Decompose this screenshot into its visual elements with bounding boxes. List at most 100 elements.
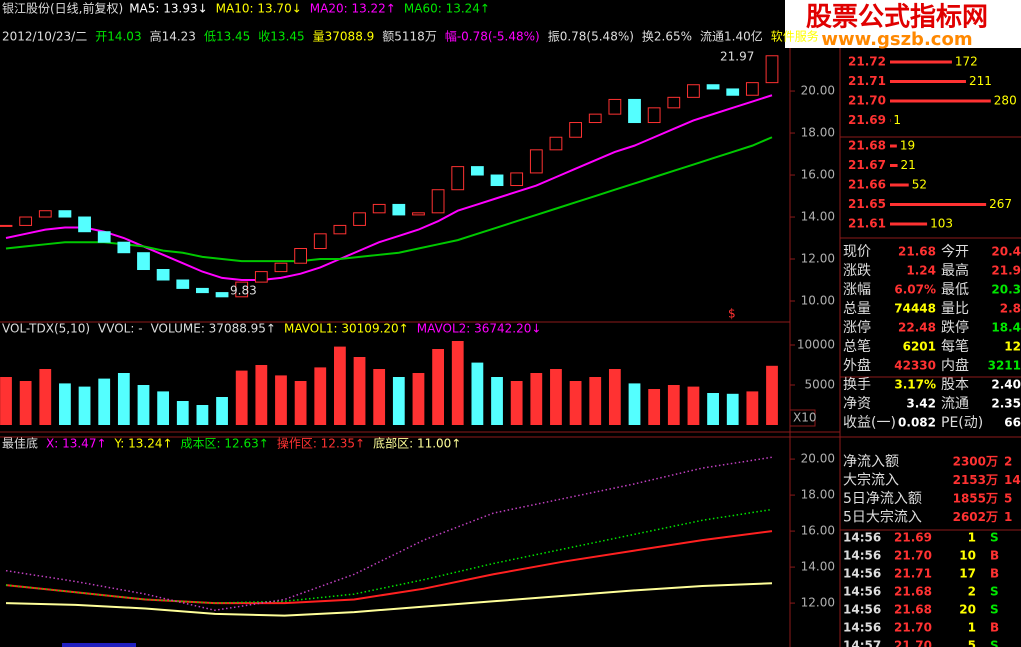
book-volume: 211 [969, 74, 992, 88]
volume-bar [530, 373, 543, 425]
quote-value: 21.68 [898, 245, 936, 259]
header-item: 低13.45 [204, 30, 250, 44]
quote-label: 换手 [843, 376, 871, 393]
header-item: 最佳底 [2, 436, 38, 451]
quote-value: 0.082 [898, 416, 936, 430]
candle [392, 203, 406, 216]
quote-value: 66 [1004, 416, 1021, 430]
volume-bar [707, 393, 719, 425]
quote-label: 涨幅 [843, 282, 871, 298]
quote-label: 外盘 [843, 357, 871, 374]
quote-value: 2.8 [1000, 302, 1021, 316]
volume-bar [216, 397, 228, 425]
header-item: VVOL: - [98, 322, 143, 336]
header-item: 开14.03 [95, 30, 141, 44]
tick-time: 14:56 [843, 621, 881, 635]
candle [294, 248, 308, 264]
book-volume: 103 [930, 217, 953, 231]
tick-price: 21.69 [894, 531, 932, 545]
quote-value: 20.4 [991, 245, 1021, 259]
book-volume: 267 [989, 197, 1012, 211]
quote-label: PE(动) [941, 415, 983, 431]
tick-time: 14:56 [843, 603, 881, 617]
candle [667, 96, 681, 109]
book-price: 21.69 [848, 113, 886, 127]
header-item: 底部区: 11.00↑ [373, 436, 461, 451]
volume-bar [589, 377, 602, 425]
volume-bar [491, 377, 503, 425]
header-item: 量37088.9 [313, 30, 375, 44]
volume-bar [275, 375, 287, 425]
y-tick-label: 18.00 [801, 126, 835, 140]
quote-label: 涨跌 [843, 263, 871, 279]
volume-bar [353, 357, 366, 425]
tick-price: 21.68 [894, 603, 932, 617]
header-item: 幅-0.78(-5.48%) [445, 29, 540, 44]
flow-label: 大宗流入 [843, 473, 899, 489]
stock-title: 银江股份(日线,前复权) [2, 1, 123, 16]
tick-price: 21.70 [894, 621, 932, 635]
flow-extra: 1 [1004, 510, 1012, 524]
candle [274, 262, 288, 273]
book-bar [890, 164, 898, 167]
quote-value: 22.48 [898, 321, 936, 335]
quote-label: 最高 [941, 262, 969, 279]
candle [353, 212, 366, 226]
book-price: 21.61 [848, 217, 886, 231]
quote-value: 6201 [903, 340, 936, 354]
watermark-box [785, 0, 1021, 48]
candle [510, 172, 524, 187]
tick-side: B [990, 549, 999, 563]
volume-bar [196, 405, 209, 425]
quote-label: 总笔 [843, 339, 871, 355]
tick-volume: 2 [968, 585, 976, 599]
tick-side: S [990, 531, 999, 545]
volume-bar [766, 365, 778, 425]
header-item: MAVOL2: 36742.20↓ [417, 322, 542, 336]
tick-side: S [990, 639, 999, 647]
tick-volume: 10 [959, 549, 976, 563]
candle [38, 210, 52, 218]
quote-value: 2.35 [991, 397, 1021, 411]
quote-label: 股本 [941, 377, 969, 393]
quote-value: 74448 [894, 302, 936, 316]
quote-label: 总量 [843, 301, 871, 317]
book-bar [890, 183, 909, 187]
watermark-title: 股票公式指标网 [806, 3, 988, 33]
flow-extra: 2 [1004, 455, 1012, 469]
book-volume: 280 [994, 94, 1017, 108]
volume-bar [687, 386, 700, 425]
tick-side: B [990, 621, 999, 635]
book-volume: 52 [912, 178, 927, 192]
volume-bar [550, 369, 562, 425]
tick-time: 14:56 [843, 567, 881, 581]
book-price: 21.66 [848, 178, 886, 192]
candle [215, 292, 229, 298]
candle [569, 122, 582, 138]
candle [431, 189, 445, 214]
quote-value: 21.9 [991, 264, 1021, 278]
quote-label: 现价 [843, 244, 871, 260]
quote-value: 12 [1004, 340, 1021, 354]
book-price: 21.67 [848, 158, 886, 172]
candle [196, 287, 209, 294]
indicator-line [5, 582, 773, 617]
candle [647, 107, 661, 124]
candle [628, 98, 641, 124]
scale-label: X10 [793, 411, 817, 425]
tick-side: S [990, 603, 999, 617]
tick-price: 21.70 [894, 639, 932, 647]
book-volume: 1 [893, 113, 901, 127]
tick-volume: 17 [959, 567, 976, 581]
book-bar [890, 203, 987, 206]
header-item: 2012/10/23/二 [2, 30, 87, 44]
book-bar [890, 80, 966, 83]
header-item: 操作区: 12.35↑ [277, 436, 365, 451]
quote-value: 3.17% [894, 378, 936, 392]
tick-time: 14:57 [843, 639, 881, 647]
header-item: 流通1.40亿 [700, 29, 763, 44]
candle [529, 149, 543, 174]
volume-bar [569, 381, 582, 425]
candle [19, 216, 33, 226]
